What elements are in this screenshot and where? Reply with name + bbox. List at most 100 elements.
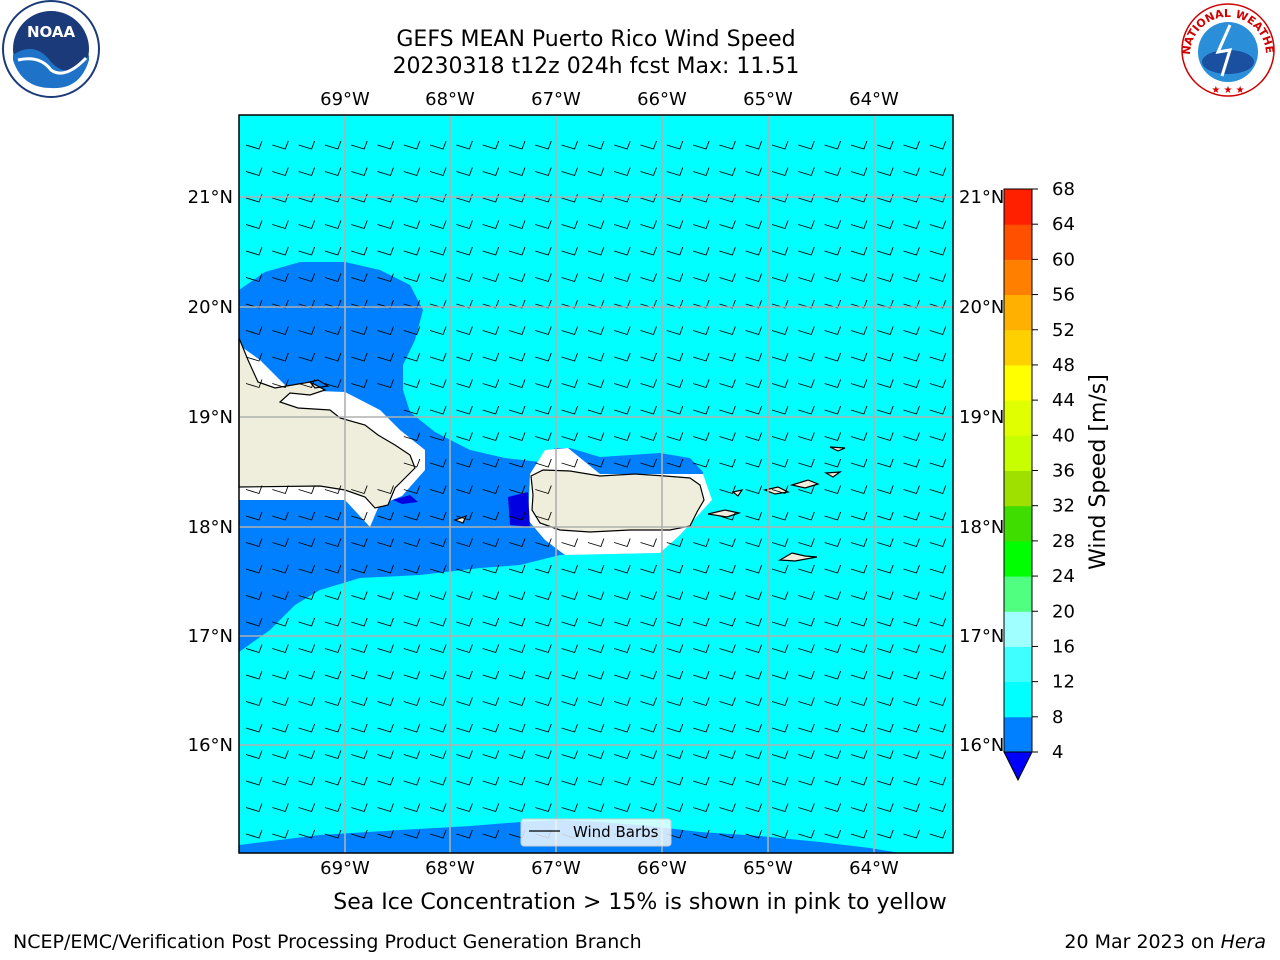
wind-barb [403, 829, 421, 839]
wind-barb [351, 723, 368, 733]
wind-barb [377, 140, 394, 150]
wind-barb [929, 723, 947, 733]
wind-barb [614, 591, 631, 601]
wind-barb [850, 485, 868, 495]
wind-barb [245, 326, 263, 336]
wind-barb [666, 326, 684, 336]
lon-tick-label: 67°W [531, 89, 581, 110]
wind-barb [429, 511, 447, 521]
wind-barb [903, 167, 920, 177]
wind-barb [692, 803, 710, 813]
wind-barb [377, 299, 394, 309]
wind-barb [929, 750, 947, 760]
wind-barb [587, 617, 605, 627]
wind-barb [798, 379, 815, 389]
wind-barb [429, 167, 447, 177]
wind-barb [719, 670, 736, 680]
wind-barb [877, 617, 894, 627]
wind-barb [535, 697, 552, 707]
wind-barb [561, 379, 579, 389]
wind-barb [272, 750, 289, 760]
wind-barb [929, 432, 947, 442]
wind-barb [745, 405, 763, 415]
wind-barb [929, 564, 947, 574]
wind-barb [561, 776, 579, 786]
wind-barb [377, 379, 394, 389]
wind-barb [771, 485, 789, 495]
wind-barb [903, 723, 920, 733]
wind-barb [877, 670, 894, 680]
wind-barb [324, 352, 342, 362]
wind-barb [745, 617, 763, 627]
wind-barb [798, 432, 815, 442]
wind-barb [351, 485, 368, 495]
wind-barb [456, 776, 473, 786]
wind-barb [877, 299, 894, 309]
wind-barb [745, 379, 763, 389]
wind-barb [272, 776, 289, 786]
wind-barb [745, 326, 763, 336]
wind-barb [298, 352, 316, 362]
colorbar-segment [1004, 716, 1032, 753]
wind-barb [877, 829, 894, 839]
wind-barb [771, 723, 789, 733]
wind-barb [745, 511, 763, 521]
wind-barb [403, 617, 421, 627]
wind-barb [824, 511, 842, 521]
wind-barb [377, 644, 394, 654]
wind-barb [429, 829, 447, 839]
lon-labels-bottom: 69°W 68°W 67°W 66°W 65°W 64°W [320, 858, 899, 879]
wind-barb [324, 246, 342, 256]
wind-barb [614, 776, 631, 786]
wind-barb [798, 644, 815, 654]
wind-barb [403, 485, 421, 495]
wind-barb [824, 352, 842, 362]
wind-barb [877, 697, 894, 707]
wind-barb [614, 246, 631, 256]
wind-barb [929, 273, 947, 283]
wind-barb [771, 458, 789, 468]
wind-barb [561, 538, 579, 548]
wind-barb [324, 829, 342, 839]
wind-barb [245, 670, 263, 680]
wind-barb [403, 538, 421, 548]
wind-barb [771, 776, 789, 786]
wind-barb [377, 697, 394, 707]
wind-barb [903, 379, 920, 389]
wind-barb [324, 776, 342, 786]
wind-barb [456, 273, 473, 283]
wind-barb [877, 405, 894, 415]
wind-barb [429, 352, 447, 362]
wind-barb [614, 167, 631, 177]
wind-barb [324, 379, 342, 389]
wind-barb [587, 803, 605, 813]
wind-barb [929, 379, 947, 389]
wind-barb [298, 273, 316, 283]
wind-barb [798, 829, 815, 839]
wind-barb [666, 564, 684, 574]
wind-barb [535, 511, 552, 521]
wind-barb [929, 511, 947, 521]
wind-barb [614, 617, 631, 627]
wind-barb [666, 697, 684, 707]
wind-barb [535, 246, 552, 256]
wind-barb [456, 803, 473, 813]
wind-barb [877, 591, 894, 601]
wind-barb [351, 750, 368, 760]
lat-tick-label: 20°N [959, 297, 1004, 318]
wind-barb [587, 538, 605, 548]
wind-barb [771, 670, 789, 680]
lon-tick-label: 69°W [320, 858, 370, 879]
wind-barb [587, 140, 605, 150]
wind-barb [850, 352, 868, 362]
wind-barb [614, 723, 631, 733]
wind-barb [298, 299, 316, 309]
wind-barb [587, 564, 605, 574]
wind-barb [482, 697, 500, 707]
wind-barb [535, 644, 552, 654]
wind-barb [272, 140, 289, 150]
wind-barb [771, 829, 789, 839]
wind-barb [298, 750, 316, 760]
wind-barb [929, 220, 947, 230]
wind-barb [850, 670, 868, 680]
